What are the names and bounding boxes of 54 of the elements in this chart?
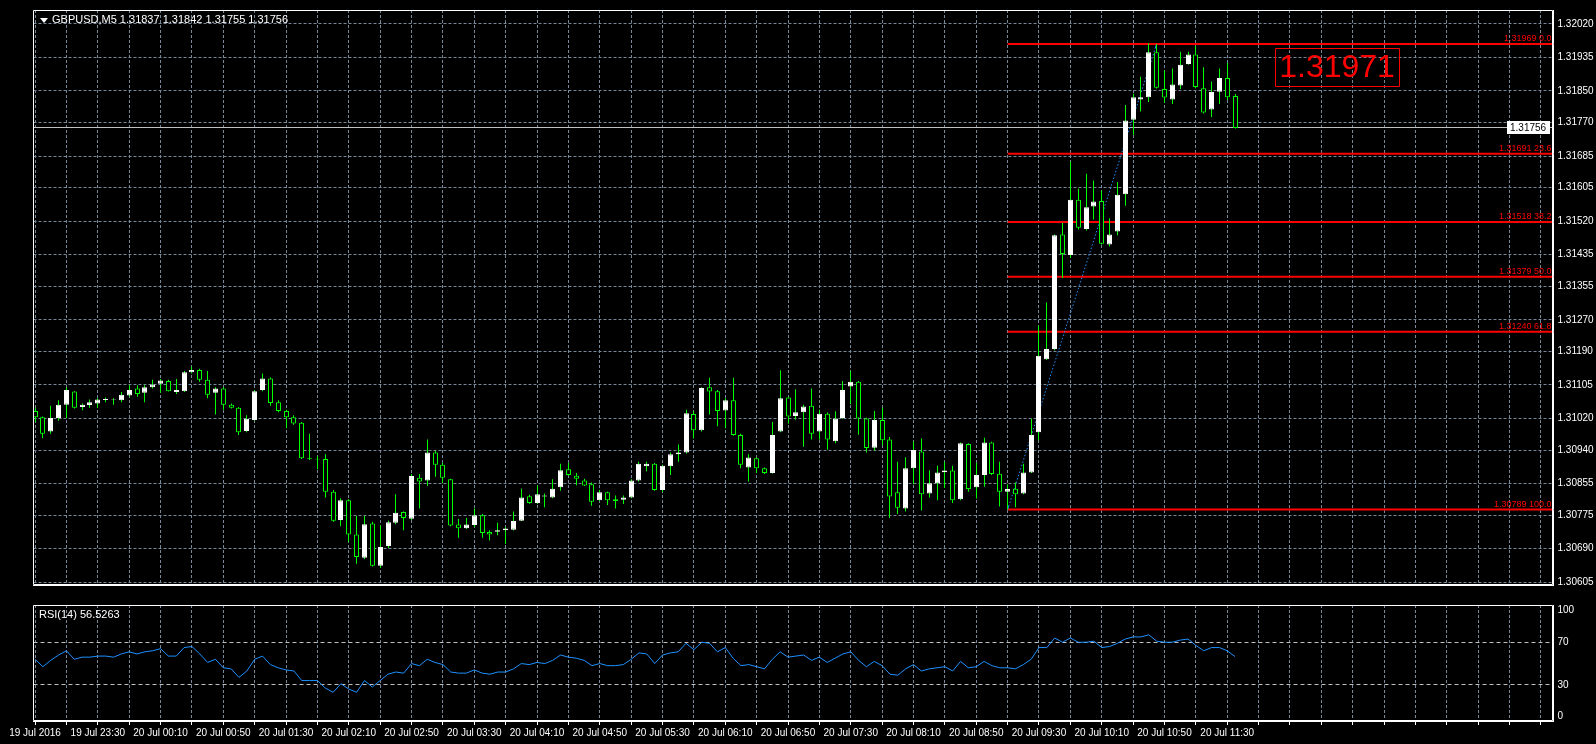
x-tick-label: 19 Jul 23:30 [70,726,126,738]
x-tick-label: 20 Jul 11:30 [1200,726,1255,738]
series-label: 1.31379 50.0 [1498,265,1552,276]
x-tick-label: 19 Jul 2016 [9,726,62,738]
series-label: 1.31691 23.6 [1498,142,1552,153]
y-tick-label: 0 [1557,710,1564,722]
series-label: 1.30789 100.0 [1493,498,1552,509]
x-tick-label: 20 Jul 02:10 [321,726,377,738]
chart-title: GBPUSD,M5 1.31837 1.31842 1.31755 1.31756 [52,13,289,26]
x-tick-label: 20 Jul 10:10 [1074,726,1130,738]
y-tick-label: 1.31190 [1557,345,1594,357]
x-tick-label: 20 Jul 02:50 [384,726,440,738]
x-tick-label: 20 Jul 08:50 [949,726,1004,738]
y-tick-label: 1.32020 [1557,17,1595,29]
x-tick-label: 20 Jul 00:10 [133,726,189,738]
y-tick-label: 1.30775 [1557,508,1595,520]
series-label: 1.31518 38.2 [1498,210,1552,221]
y-tick-label: 1.30855 [1557,477,1595,489]
x-tick-label: 20 Jul 08:10 [886,726,942,738]
y-tick-label: 1.31935 [1557,51,1595,63]
y-tick-label: 1.31020 [1557,412,1595,424]
x-tick-label: 20 Jul 04:50 [572,726,628,738]
x-tick-label: 20 Jul 07:30 [823,726,879,738]
y-tick-label: 1.31270 [1557,313,1595,325]
ref-line-label: 1.31756 [1510,121,1547,133]
x-tick-label: 20 Jul 00:50 [196,726,251,738]
y-tick-label: 1.30690 [1557,542,1595,554]
y-tick-label: 1.31770 [1557,116,1595,128]
x-tick-label: 20 Jul 10:50 [1137,726,1193,738]
x-tick-label: 20 Jul 06:50 [760,726,816,738]
candlestick [1005,484,1010,510]
x-tick-label: 20 Jul 06:10 [698,726,753,738]
x-tick-label: 20 Jul 05:30 [635,726,691,738]
y-tick-label: 1.30940 [1557,443,1595,455]
candlestick [793,389,798,420]
x-tick-label: 20 Jul 03:30 [447,726,502,738]
series-label: 1.31240 61.8 [1498,320,1552,331]
y-tick-label: 1.31355 [1557,280,1595,291]
x-tick-label: 20 Jul 09:30 [1011,726,1067,738]
annotation: 1.31971 [1279,47,1395,84]
y-tick-label: 100 [1557,604,1575,616]
x-tick-label: 20 Jul 04:10 [509,726,565,738]
y-tick-label: 1.30605 [1557,575,1595,587]
y-tick-label: 1.31520 [1557,214,1595,226]
series-label: 1.31969 0.0 [1503,32,1552,43]
y-tick-label: 1.31105 [1557,378,1594,390]
chart-title: RSI(14) 56.5263 [39,608,120,621]
x-tick-label: 20 Jul 01:30 [258,726,314,738]
y-tick-label: 1.31605 [1557,181,1595,193]
y-tick-label: 1.31435 [1557,248,1595,260]
y-tick-label: 1.31685 [1557,149,1595,161]
y-tick-label: 70 [1557,636,1570,647]
y-tick-label: 1.31850 [1557,84,1595,96]
y-tick-label: 30 [1557,678,1570,690]
